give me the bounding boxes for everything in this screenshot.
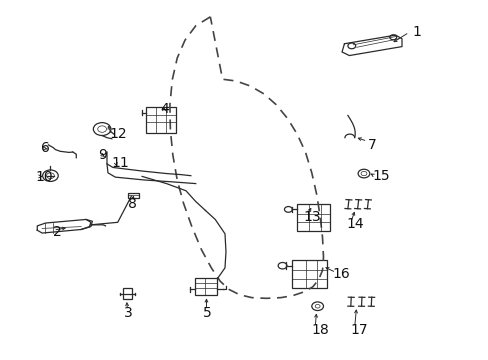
Text: 6: 6: [41, 141, 49, 156]
Text: 14: 14: [346, 217, 364, 231]
Text: 3: 3: [124, 306, 133, 320]
Text: 12: 12: [109, 127, 126, 141]
Bar: [297, 204, 330, 231]
Text: 13: 13: [303, 210, 320, 224]
Text: 1: 1: [412, 25, 421, 39]
Text: 18: 18: [311, 323, 329, 337]
Text: 10: 10: [36, 170, 53, 184]
Text: 17: 17: [350, 323, 367, 337]
Text: 16: 16: [331, 267, 349, 281]
Text: 4: 4: [160, 102, 169, 116]
Text: 5: 5: [203, 306, 211, 320]
Text: 7: 7: [366, 138, 375, 152]
Text: 11: 11: [112, 156, 129, 170]
Bar: [122, 288, 132, 299]
Bar: [194, 278, 216, 296]
Bar: [128, 193, 139, 198]
Bar: [146, 107, 176, 133]
Text: 2: 2: [53, 225, 62, 239]
Bar: [292, 260, 327, 288]
Text: 15: 15: [371, 169, 389, 183]
Text: 9: 9: [98, 148, 107, 162]
Text: 8: 8: [128, 197, 137, 211]
